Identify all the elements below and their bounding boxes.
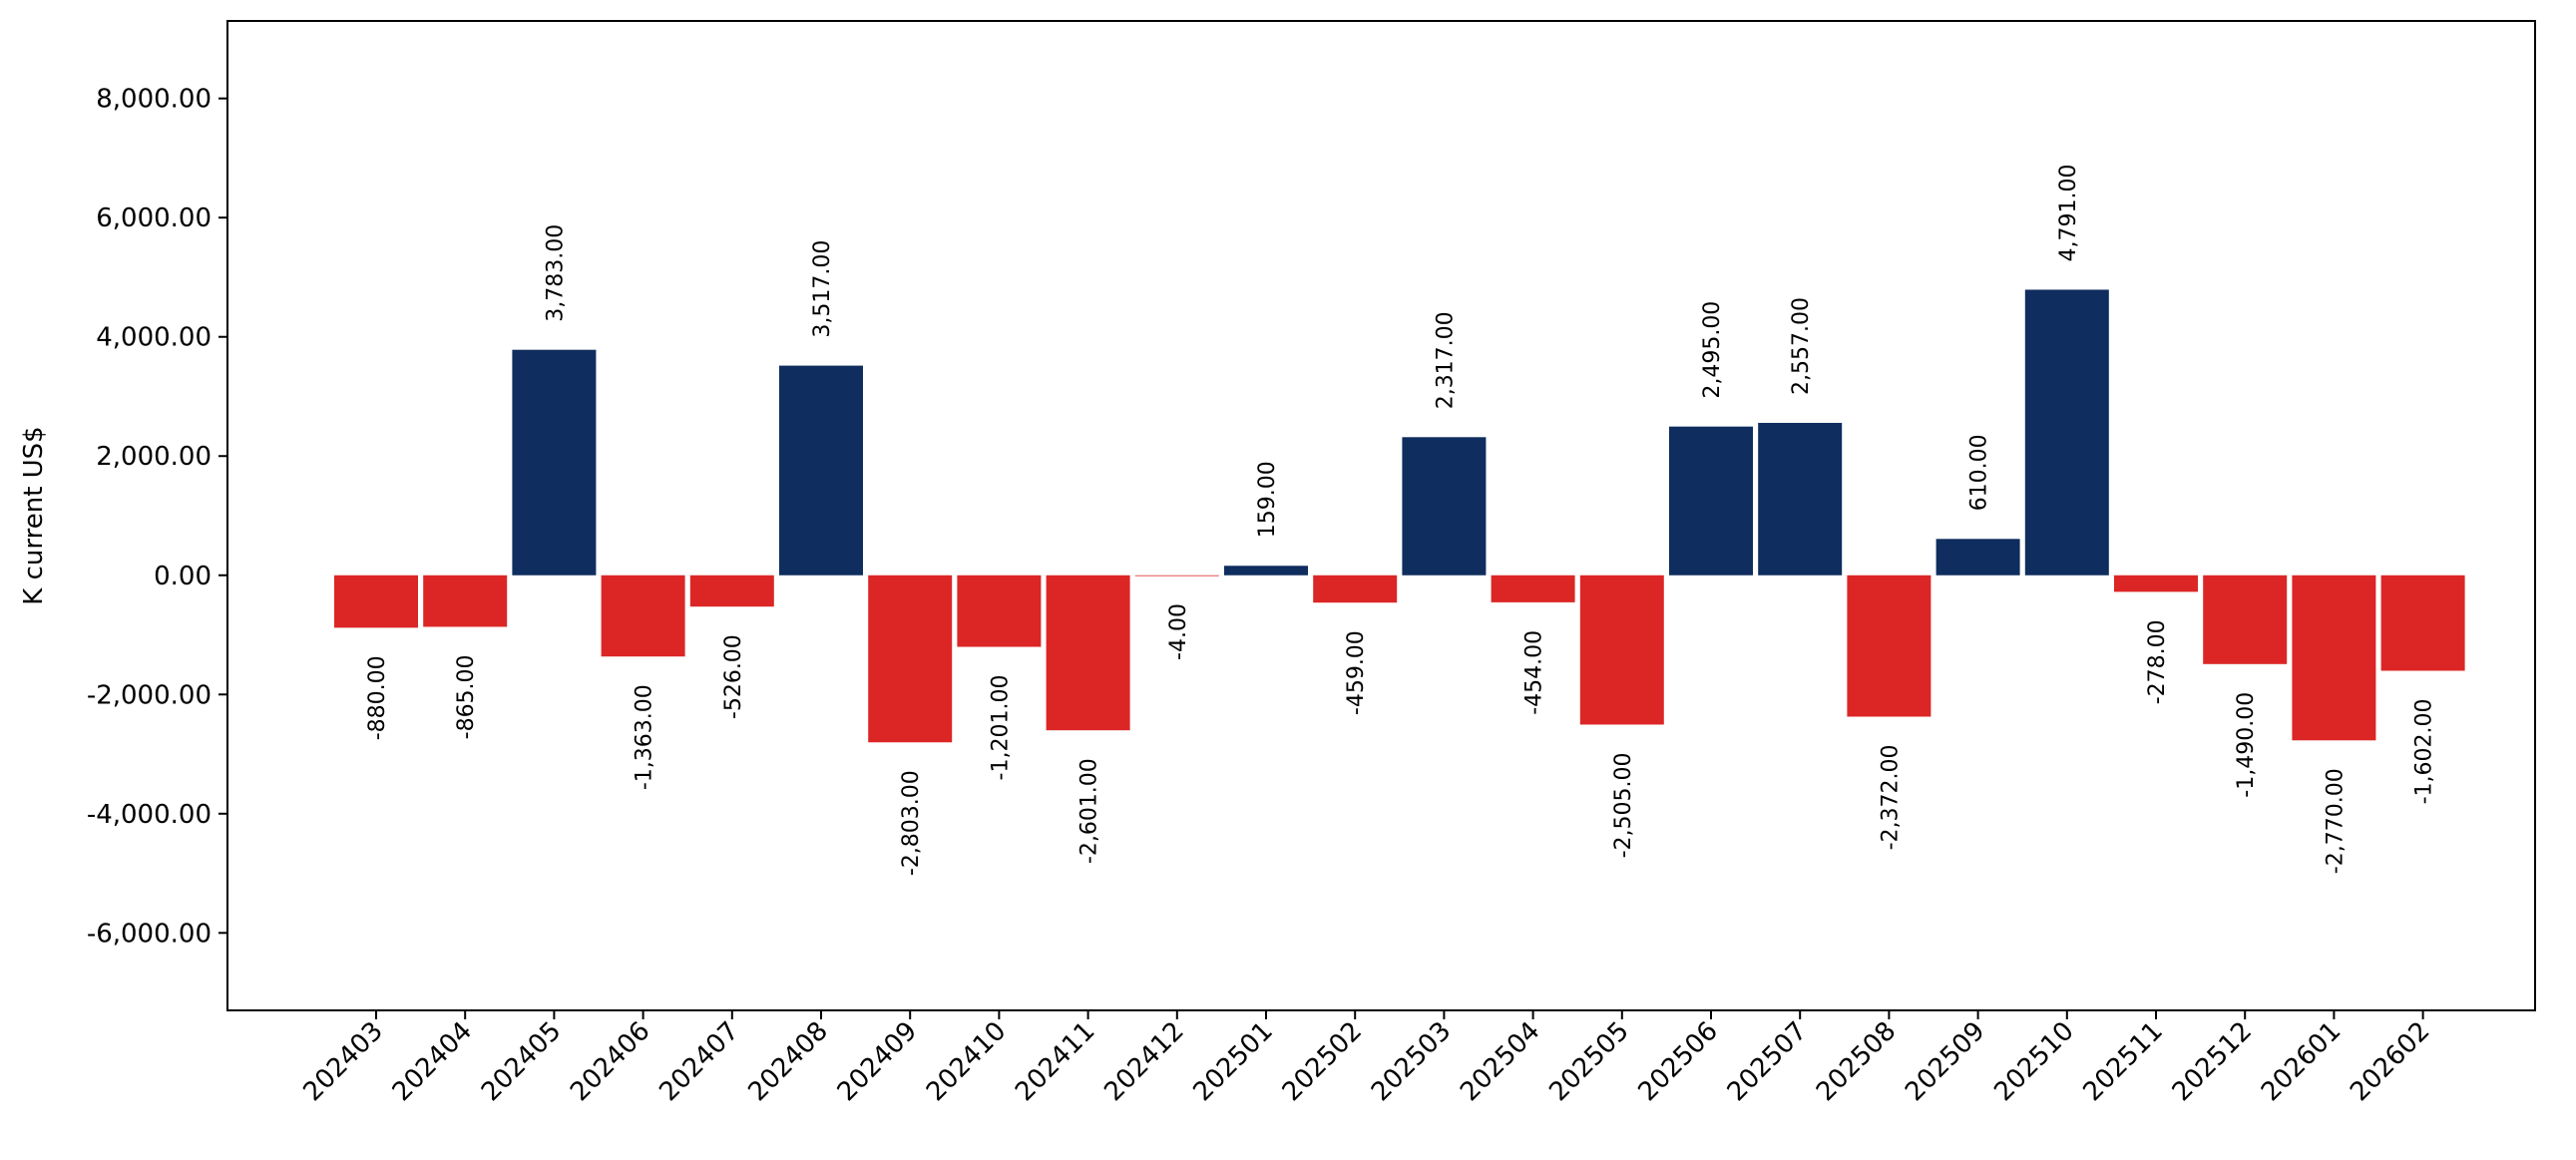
value-label-202504: -454.00 [1522,630,1547,715]
value-label-202412: -4.00 [1166,603,1191,660]
bar-202407 [689,575,774,607]
x-tick-label-202601: 202601 [2256,1016,2347,1107]
y-tick-label-4: 2,000.00 [96,442,212,472]
bar-202504 [1491,575,1575,602]
value-label-202508: -2,372.00 [1878,745,1903,851]
bar-202507 [1758,422,1843,576]
value-label-202501: 159.00 [1255,461,1280,538]
x-tick-label-202506: 202506 [1633,1016,1724,1107]
bar-202508 [1847,575,1932,717]
bar-202406 [601,575,685,657]
x-tick-label-202510: 202510 [1988,1016,2079,1107]
bar-202501 [1224,566,1308,576]
y-tick-label-0: -6,000.00 [87,919,212,949]
bar-202511 [2114,575,2198,592]
bar-202509 [1935,539,2020,576]
y-tick-label-5: 4,000.00 [96,323,212,353]
bar-202502 [1313,575,1398,603]
plot-area [227,21,2535,1010]
plot-frame [226,20,2536,1011]
x-tick-label-202408: 202408 [743,1016,834,1107]
x-tick-label-202409: 202409 [832,1016,923,1107]
bar-202412 [1134,575,1219,577]
x-tick-label-202404: 202404 [387,1016,478,1107]
bar-202510 [2024,289,2109,576]
x-axis: 2024032024042024052024062024072024082024… [298,1010,2436,1107]
value-label-202601: -2,770.00 [2323,768,2348,874]
bar-202505 [1579,575,1664,725]
bar-202409 [868,575,953,743]
x-tick-label-202512: 202512 [2167,1016,2258,1107]
value-label-202503: 2,317.00 [1433,311,1458,409]
y-axis: -6,000.00 -4,000.00 -2,000.00 0.00 2,000.00 4… [87,85,227,949]
value-label-202403: -880.00 [365,655,390,740]
y-tick-label-7: 8,000.00 [96,85,212,115]
bar-202512 [2203,575,2288,664]
x-tick-label-202507: 202507 [1722,1016,1813,1107]
bar-202408 [779,365,863,576]
bar-202405 [512,349,597,576]
value-label-202505: -2,505.00 [1611,752,1636,858]
x-tick-label-202511: 202511 [2078,1016,2169,1107]
y-tick-label-2: -2,000.00 [87,680,212,710]
value-label-202507: 2,557.00 [1789,297,1814,395]
bar-202411 [1046,575,1130,731]
y-tick-label-3: 0.00 [154,562,212,591]
x-tick-label-202403: 202403 [298,1016,389,1107]
value-label-202511: -278.00 [2145,619,2170,704]
bar-202602 [2380,575,2465,671]
value-label-202411: -2,601.00 [1077,758,1102,864]
x-tick-label-202501: 202501 [1188,1016,1279,1107]
x-tick-label-202502: 202502 [1277,1016,1368,1107]
value-label-202405: 3,783.00 [543,224,568,322]
x-tick-label-202602: 202602 [2345,1016,2435,1107]
value-label-202404: -865.00 [454,654,479,739]
x-tick-label-202411: 202411 [1010,1016,1100,1107]
bar-202503 [1402,437,1487,576]
y-axis-label: K current US$ [19,426,49,604]
bar-202403 [334,575,418,628]
x-tick-label-202504: 202504 [1455,1016,1545,1107]
bar-202601 [2292,575,2376,741]
x-tick-label-202410: 202410 [921,1016,1012,1107]
value-label-202407: -526.00 [721,634,746,719]
y-tick-label-1: -4,000.00 [87,800,212,830]
value-labels-layer: -880.00 -865.00 3,783.00 -1,363.00 -526.00 3,… [365,164,2437,876]
value-label-202512: -1,490.00 [2234,692,2259,798]
x-tick-label-202407: 202407 [653,1016,744,1107]
x-tick-label-202405: 202405 [476,1016,567,1107]
bar-202506 [1669,426,1753,576]
x-tick-label-202505: 202505 [1543,1016,1634,1107]
value-label-202510: 4,791.00 [2056,164,2081,261]
x-tick-label-202503: 202503 [1366,1016,1457,1107]
value-label-202406: -1,363.00 [633,684,657,790]
y-tick-label-6: 6,000.00 [96,203,212,233]
bars-layer [334,289,2465,743]
value-label-202409: -2,803.00 [899,770,924,876]
value-label-202502: -459.00 [1344,630,1369,715]
x-tick-label-202406: 202406 [565,1016,655,1107]
value-label-202602: -1,602.00 [2412,698,2437,804]
bar-202410 [957,575,1042,647]
x-tick-label-202509: 202509 [1900,1016,1990,1107]
value-label-202506: 2,495.00 [1700,301,1725,399]
value-label-202410: -1,201.00 [988,675,1013,781]
bar-202404 [423,575,508,627]
value-label-202509: 610.00 [1967,434,1992,511]
x-tick-label-202508: 202508 [1811,1016,1902,1107]
value-label-202408: 3,517.00 [810,240,835,338]
x-tick-label-202412: 202412 [1098,1016,1189,1107]
